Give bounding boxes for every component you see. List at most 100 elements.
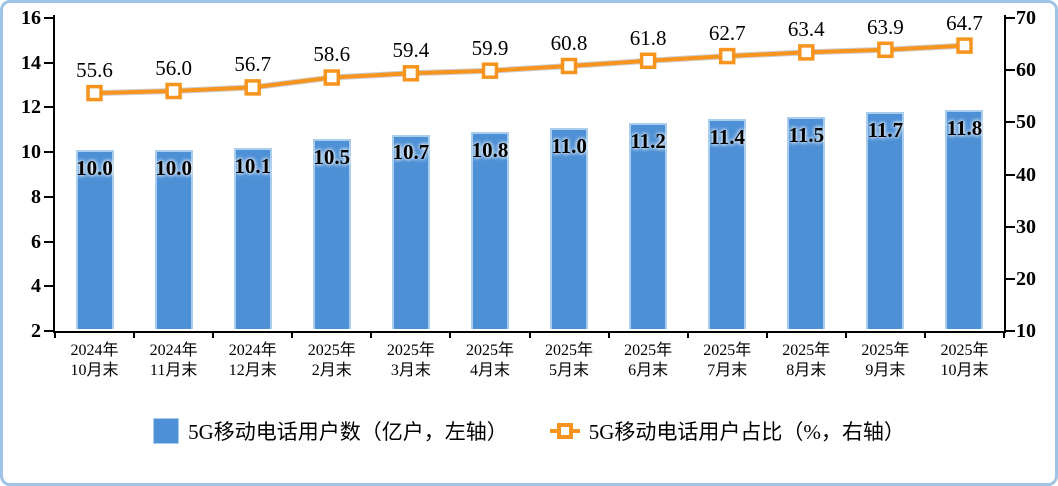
line-value-label: 61.8 [629,25,667,50]
right-axis-tick [1006,69,1015,72]
x-axis-category-label: 2025年 7月末 [688,341,767,381]
left-axis-tick-label: 10 [21,141,41,164]
right-axis-tick-label: 10 [1016,320,1036,342]
left-axis-tick-label: 8 [31,185,41,208]
line-value-label: 63.4 [787,17,825,42]
bar [866,112,905,329]
left-axis-tick [44,195,53,198]
line-dash-right-icon [572,429,580,433]
x-axis-label-line: 2025年 [861,342,910,359]
left-axis-tick-label: 6 [31,230,41,253]
x-axis-label-line: 2024年 [228,342,277,359]
line-point-marker-icon [402,65,420,82]
right-axis-line [1004,15,1006,333]
bar-series-swatch-icon [153,418,180,444]
line-square-marker-icon [556,423,573,439]
legend-label-bar-series: 5G移动电话用户数（亿户，左轴） [188,420,508,444]
x-axis-category-label: 2025年 2月末 [292,341,371,381]
right-axis-tick [1006,173,1015,176]
line-point-marker-icon [244,79,261,96]
x-axis-label-line: 8月末 [786,362,827,379]
x-axis-category-label: 2025年 4月末 [450,341,529,381]
x-axis-label-line: 12月末 [228,362,277,379]
bar-value-label: 11.5 [788,122,825,147]
bottom-axis-tick [54,331,56,338]
left-axis-tick [44,240,53,243]
x-axis-label-line: 2025年 [307,342,356,359]
bar [154,150,193,329]
left-axis-tick [44,17,53,19]
left-axis-tick-label: 2 [31,320,41,342]
x-axis-category-label: 2025年 3月末 [371,341,450,381]
line-path [94,43,965,96]
bottom-axis-tick [923,331,926,338]
bar-value-label: 11.8 [946,115,983,140]
line-point-marker-icon [718,47,736,65]
bar [75,150,114,329]
line-point-marker-icon [165,82,182,100]
bottom-axis-tick [370,331,373,338]
left-axis-tick-label: 14 [21,51,41,74]
bar [629,123,668,329]
bar-value-label: 10.0 [155,156,192,181]
legend-item-line-series: 5G移动电话用户占比（%，右轴） [549,416,905,446]
x-axis-label-line: 7月末 [707,362,748,379]
x-axis-category-label: 2024年 10月末 [55,341,134,381]
right-axis-tick [1006,225,1015,228]
right-axis-tick-label: 50 [1016,111,1036,134]
bottom-axis-tick [528,331,531,338]
x-axis-label-line: 2025年 [940,342,989,359]
line-point-marker-icon [560,57,578,75]
x-axis-label-line: 10月末 [940,362,989,379]
legend: 5G移动电话用户数（亿户，左轴） 5G移动电话用户占比（%，右轴） [3,416,1055,446]
x-axis-label-line: 4月末 [469,362,510,379]
line-value-label: 58.6 [313,42,351,67]
line-value-label: 64.7 [946,10,983,35]
right-axis-tick-label: 60 [1016,59,1036,82]
bottom-axis-tick [449,331,452,338]
x-axis-category-label: 2025年 5月末 [530,341,609,381]
x-axis-label-line: 2025年 [465,342,514,359]
right-axis-tick [1006,17,1015,19]
line-dash-left-icon [549,429,557,433]
bar [470,132,509,329]
line-series-svg [86,37,973,102]
x-axis-label-line: 2025年 [782,342,831,359]
bar-value-label: 10.7 [392,140,430,165]
x-axis-category-label: 2024年 11月末 [134,341,213,381]
legend-label-line-series: 5G移动电话用户占比（%，右轴） [588,420,905,444]
right-axis-tick [1006,121,1015,124]
line-point-marker-icon [639,52,657,70]
left-axis-tick [44,285,53,288]
x-axis-label-line: 2024年 [70,342,119,359]
bar-value-label: 10.1 [234,153,272,178]
line-point-marker-icon [877,41,894,59]
line-value-label: 60.8 [550,30,588,55]
bar [312,138,351,329]
bar [945,109,984,329]
bar-value-label: 11.7 [867,118,904,143]
line-point-marker-icon [323,69,341,86]
x-axis-label-line: 2025年 [386,342,435,359]
right-axis-tick-label: 70 [1016,7,1036,29]
line-point-marker-icon [481,62,499,79]
left-axis-tick [44,106,53,109]
bottom-axis-tick [133,331,136,338]
left-axis-line [53,15,55,333]
x-axis-category-label: 2025年 9月末 [846,341,925,381]
bottom-axis-tick [1003,331,1005,338]
bottom-axis-tick [212,331,215,338]
x-axis-label-line: 9月末 [865,362,906,379]
bar [233,147,272,329]
bottom-axis-tick [607,331,610,338]
x-axis-label-line: 6月末 [628,362,669,379]
line-value-label: 55.6 [76,58,113,83]
x-axis-label-line: 2月末 [311,362,352,379]
x-axis-label-line: 2025年 [624,342,673,359]
x-axis-category-label: 2024年 12月末 [213,341,292,381]
legend-item-bar-series: 5G移动电话用户数（亿户，左轴） [153,416,508,446]
plot-area: 16 14 12 10 8 6 4 2 70 60 50 40 30 20 10 2024年 10月末 2024年… [21,8,1036,379]
right-axis-tick-label: 20 [1016,267,1036,290]
line-point-marker-icon [956,37,973,54]
x-axis-label-line: 3月末 [390,362,431,379]
